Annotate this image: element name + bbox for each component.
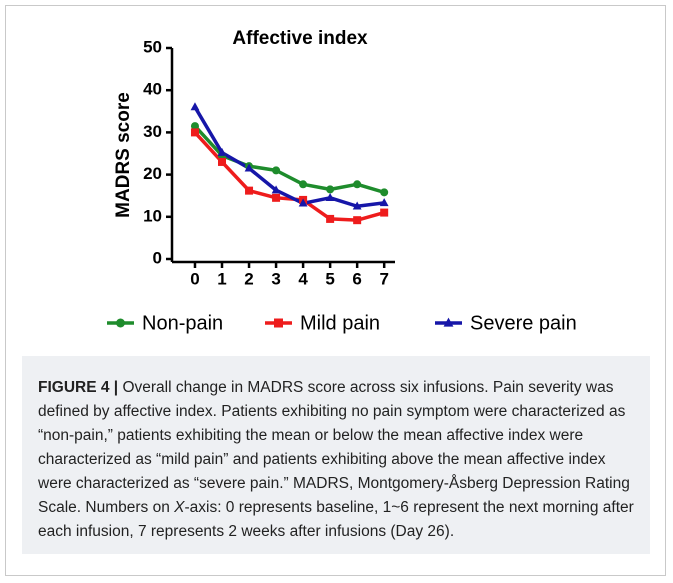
x-tick-label: 5	[325, 269, 334, 288]
marker	[190, 122, 199, 131]
marker	[271, 185, 281, 194]
marker	[217, 147, 227, 156]
marker	[299, 180, 308, 189]
marker	[379, 198, 389, 207]
marker	[326, 214, 335, 223]
y-tick-label: 30	[143, 122, 162, 141]
marker	[353, 180, 362, 189]
legend-marker	[274, 318, 283, 328]
x-tick-label: 6	[352, 269, 361, 288]
series-line	[193, 106, 385, 208]
series-line	[193, 124, 385, 195]
caption-label: FIGURE 4 |	[38, 379, 119, 396]
legend-label: Non-pain	[142, 312, 223, 334]
caption-text: -axis: 0 represents baseline, 1~6 repres…	[38, 499, 634, 540]
y-tick-label: 50	[143, 37, 162, 56]
x-tick-label: 0	[190, 269, 199, 288]
marker	[190, 102, 200, 111]
marker	[326, 185, 335, 194]
marker	[272, 193, 281, 202]
marker	[298, 198, 308, 207]
marker	[218, 157, 227, 166]
legend-marker	[443, 317, 454, 327]
chart-title: Affective index	[232, 28, 368, 49]
y-tick-label: 0	[153, 248, 162, 267]
x-tick-label: 3	[271, 269, 280, 288]
marker	[352, 201, 362, 210]
x-tick-label: 4	[298, 269, 308, 288]
x-tick-label: 1	[217, 269, 226, 288]
caption-italic: X	[174, 499, 185, 516]
x-tick-label: 7	[379, 269, 388, 288]
marker	[325, 193, 335, 202]
chart: Affective index MADRS score 0 10 20 30 40 50 0…	[107, 28, 577, 334]
caption: FIGURE 4 | Overall change in MADRS score…	[22, 356, 650, 554]
marker	[272, 166, 281, 175]
marker	[245, 186, 254, 195]
y-tick-label: 20	[143, 164, 162, 183]
legend-marker	[116, 318, 125, 328]
marker	[353, 216, 362, 225]
marker	[244, 163, 254, 172]
y-tick-label: 10	[143, 206, 162, 225]
legend-label: Mild pain	[300, 312, 380, 334]
y-axis-label: MADRS score	[113, 92, 134, 218]
y-tick-label: 40	[143, 80, 162, 99]
marker	[380, 188, 389, 197]
x-tick-label: 2	[244, 269, 253, 288]
caption-text: Overall change in MADRS score across six…	[38, 379, 630, 516]
marker	[190, 128, 199, 137]
figure-frame	[5, 5, 666, 576]
marker	[380, 208, 389, 217]
legend-label: Severe pain	[470, 312, 577, 334]
series-line	[193, 131, 385, 222]
